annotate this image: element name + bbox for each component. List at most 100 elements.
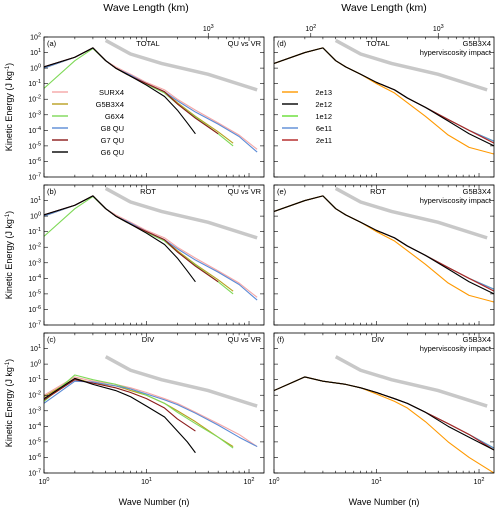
y-axis-title: Kinetic Energy (J kg-1) <box>4 63 14 151</box>
y-tick-label: 10-4 <box>28 126 41 135</box>
series-line-g5b3x4 <box>44 195 234 292</box>
panel-letter: (b) <box>47 187 57 196</box>
reference-slope-line <box>104 38 258 92</box>
series-line-surx4 <box>44 376 258 448</box>
x-tick-label: 100 <box>269 477 280 486</box>
x-tick-label: 100 <box>39 477 50 486</box>
series-line-g6x4 <box>44 196 234 295</box>
y-tick-label: 10-2 <box>28 95 41 104</box>
reference-slope-line <box>334 186 488 240</box>
panel-frame <box>43 184 265 326</box>
reference-slope-line <box>334 38 488 92</box>
top-axis-title-right: Wave Length (km) <box>341 2 426 14</box>
series-line-g6x4 <box>44 48 234 147</box>
top-axis-title-left: Wave Length (km) <box>103 2 188 14</box>
top-axis-tick-label: 103 <box>203 24 214 33</box>
panel-comparison-label: G5B3X4 <box>463 187 491 196</box>
panel-comparison-label: G5B3X4 <box>463 39 491 48</box>
y-tick-label: 10-3 <box>28 258 41 267</box>
panel-comparison-label: QU vs VR <box>228 187 262 196</box>
series-line-2e11 <box>274 376 494 451</box>
top-axis-tick-label: 102 <box>305 24 316 33</box>
panel-variable-label: ROT <box>370 187 386 196</box>
legend-label: 6e11 <box>316 124 332 133</box>
reference-slope-line <box>104 186 258 240</box>
y-tick-label: 10-3 <box>28 110 41 119</box>
x-axis-title-right: Wave Number (n) <box>349 497 420 507</box>
panel-frame <box>273 332 495 474</box>
series-line-g6x4 <box>44 374 234 449</box>
legend-label: G8 QU <box>101 124 124 133</box>
x-tick-label: 102 <box>474 477 485 486</box>
x-tick-label: 102 <box>244 477 255 486</box>
legend-label: 2e11 <box>316 136 332 145</box>
series-line-g6-qu <box>44 377 196 454</box>
legend-left: SURX4 G5B3X4 G6X4 G8 QU G7 QU G6 QU <box>52 88 124 157</box>
y-tick-label: 10-2 <box>28 243 41 252</box>
series-line-g6-qu <box>44 47 196 135</box>
series-line-surx4 <box>44 195 258 298</box>
panel-variable-label: DIV <box>372 335 385 344</box>
top-axis-tick-label: 103 <box>433 24 444 33</box>
panel-variable-label: TOTAL <box>136 39 159 48</box>
legend-label: SURX4 <box>99 88 124 97</box>
panel-letter: (c) <box>47 335 56 344</box>
y-tick-label: 100 <box>30 360 41 369</box>
panel-variable-label: ROT <box>140 187 156 196</box>
y-tick-label: 10-1 <box>28 227 41 236</box>
legend-label: G6X4 <box>105 112 124 121</box>
legend-label: 2e13 <box>315 88 332 97</box>
legend-label: G6 QU <box>101 148 124 157</box>
y-tick-label: 10-4 <box>28 274 41 283</box>
panel-comparison-label: QU vs VR <box>228 335 262 344</box>
y-tick-label: 10-3 <box>28 406 41 415</box>
panel-variable-label: DIV <box>142 335 155 344</box>
y-axis-title: Kinetic Energy (J kg-1) <box>4 211 14 299</box>
series-line-g7-qu <box>44 47 219 135</box>
legend-label: G7 QU <box>101 136 124 145</box>
panel-letter: (d) <box>277 39 287 48</box>
series-line-2e12 <box>274 47 494 147</box>
series-line-g7-qu <box>44 195 219 283</box>
y-tick-label: 10-1 <box>28 375 41 384</box>
y-tick-label: 10-5 <box>28 289 41 298</box>
panel-comparison-label: G5B3X4 <box>463 335 491 344</box>
panel-letter: (f) <box>277 335 285 344</box>
reference-slope-line <box>334 355 488 408</box>
x-tick-label: 101 <box>371 477 382 486</box>
series-line-2e13 <box>274 47 494 155</box>
panel-letter: (e) <box>277 187 287 196</box>
y-tick-label: 100 <box>30 64 41 73</box>
y-tick-label: 10-5 <box>28 437 41 446</box>
y-tick-label: 10-6 <box>28 157 41 166</box>
panels-group: 102 101 100 10-1 10-2 10-3 10-4 10-5 10-6 10-7 103… <box>4 24 495 486</box>
series-line-g5b3x4 <box>44 47 234 144</box>
reference-slope-line <box>104 355 258 408</box>
y-tick-label: 10-2 <box>28 391 41 400</box>
legend-label: G5B3X4 <box>96 100 124 109</box>
y-tick-label: 10-4 <box>28 422 41 431</box>
series-line-2e12 <box>274 376 494 451</box>
y-tick-label: 10-7 <box>28 173 41 182</box>
panel-comparison-sublabel: hyperviscosity impact <box>420 48 492 57</box>
panel-comparison-sublabel: hyperviscosity impact <box>420 344 492 353</box>
y-tick-label: 102 <box>30 33 41 42</box>
y-axis-title: Kinetic Energy (J kg-1) <box>4 359 14 447</box>
y-tick-label: 100 <box>30 212 41 221</box>
y-tick-label: 10-6 <box>28 305 41 314</box>
x-axis-title-left: Wave Number (n) <box>119 497 190 507</box>
series-line-g8-qu <box>44 380 258 448</box>
panel-letter: (a) <box>47 39 57 48</box>
panel-b: 101 100 10-1 10-2 10-3 10-4 10-5 10-6 10-7 (b) ROT… <box>4 184 265 330</box>
panel-variable-label: TOTAL <box>366 39 389 48</box>
panel-frame <box>273 36 495 178</box>
panel-comparison-sublabel: hyperviscosity impact <box>420 196 492 205</box>
panel-frame <box>43 332 265 474</box>
series-line-2e13 <box>274 195 494 303</box>
series-line-2e13 <box>274 376 494 473</box>
